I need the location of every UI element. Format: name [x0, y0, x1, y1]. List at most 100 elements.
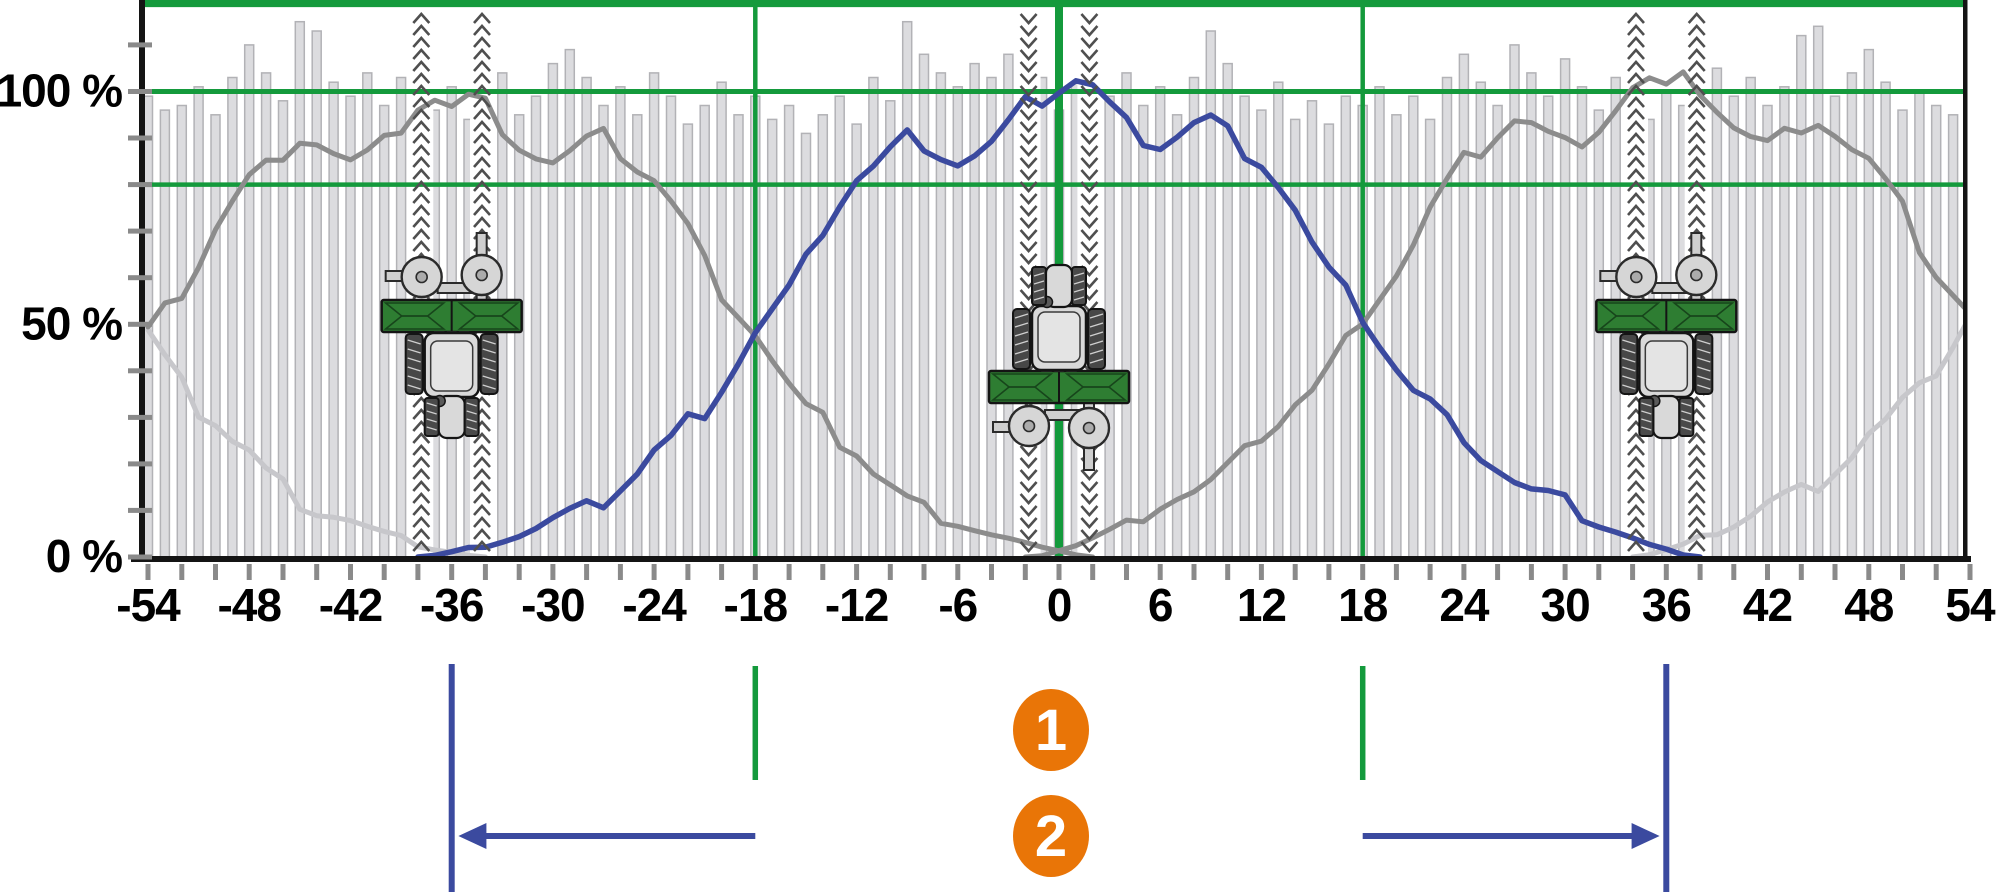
arrow-head-left — [458, 823, 487, 849]
wheel-tread — [407, 339, 421, 345]
x-tick — [1225, 564, 1231, 580]
y-axis-label: 0 % — [46, 530, 122, 582]
total-coverage-bar — [1256, 109, 1267, 557]
wheel-tread — [1014, 331, 1029, 337]
front-wheel — [423, 397, 440, 437]
total-coverage-bar — [345, 95, 356, 557]
wheel-tread — [1622, 375, 1636, 381]
x-tick — [921, 564, 927, 580]
total-coverage-bar — [1593, 109, 1605, 557]
x-tick-label: 6 — [1148, 579, 1173, 631]
wheel-tread — [482, 357, 496, 363]
plot-right-border — [1963, 0, 1968, 558]
wheel-tread — [1681, 418, 1692, 423]
total-coverage-bar — [716, 81, 727, 557]
total-coverage-bar — [1745, 76, 1756, 557]
total-coverage-bar — [294, 20, 306, 557]
x-tick-label: 30 — [1541, 579, 1590, 631]
total-coverage-bar — [1205, 30, 1217, 557]
x-tick — [685, 564, 691, 580]
total-coverage-bar — [952, 86, 964, 557]
wheel-tread — [1014, 340, 1029, 346]
x-tick — [989, 564, 994, 580]
x-tick — [1157, 564, 1163, 580]
badge-label-2: 2 — [1035, 804, 1067, 869]
wheel-tread — [466, 418, 477, 423]
x-tick — [719, 564, 725, 580]
total-coverage-bar — [868, 76, 879, 557]
disc-hub — [1630, 270, 1643, 284]
wheel-tread — [1033, 280, 1045, 285]
total-coverage-bar — [699, 104, 710, 557]
tractor-up — [987, 263, 1131, 471]
wheel-tread — [1697, 357, 1711, 363]
x-tick — [1798, 564, 1804, 580]
total-coverage-bar — [632, 114, 643, 557]
total-coverage-bar — [598, 104, 609, 557]
x-tick-label: -54 — [116, 579, 181, 631]
y-tick — [128, 554, 152, 560]
wheel-tread — [407, 375, 421, 381]
total-coverage-bar — [530, 95, 542, 557]
disc-hub — [1022, 419, 1036, 433]
x-tick — [1022, 564, 1028, 580]
x-tick — [1900, 564, 1905, 580]
wheel-tread — [1033, 288, 1045, 293]
total-coverage-bar — [935, 72, 947, 557]
total-coverage-bar — [1526, 72, 1537, 557]
x-tick — [516, 564, 522, 580]
cab-roof — [429, 340, 474, 392]
wheel-tread — [1697, 339, 1711, 345]
x-tick — [449, 564, 455, 580]
x-tick-label: 48 — [1844, 579, 1894, 631]
x-tick-label: -24 — [622, 579, 687, 631]
x-tick — [584, 564, 590, 580]
hopper-funnel — [1672, 315, 1735, 330]
total-coverage-bar — [1914, 90, 1925, 557]
total-coverage-bar — [1121, 72, 1132, 557]
x-tick — [820, 564, 826, 580]
x-tick — [1562, 564, 1568, 580]
total-coverage-bar — [1576, 86, 1588, 557]
x-tick — [550, 564, 556, 580]
x-tick — [1765, 564, 1770, 580]
total-coverage-bar — [800, 132, 812, 557]
hopper-funnel — [457, 315, 520, 330]
x-tick — [1258, 564, 1264, 580]
x-tick-label: -48 — [217, 579, 281, 631]
x-tick — [1056, 564, 1062, 580]
hopper-funnel — [1598, 315, 1661, 330]
total-coverage-bar — [834, 95, 845, 557]
total-coverage-bar — [227, 76, 238, 557]
total-coverage-bar — [311, 30, 322, 557]
wheel-tread — [426, 410, 437, 415]
y-tick — [128, 42, 152, 48]
total-coverage-bar — [986, 76, 997, 557]
y-axis-label: 50 % — [21, 297, 122, 349]
total-coverage-bar — [1863, 48, 1875, 557]
wheel-tread — [426, 418, 437, 423]
tractor-down — [380, 232, 523, 440]
total-coverage-bar — [1846, 72, 1858, 557]
hopper-funnel — [990, 373, 1054, 388]
wheel-tread — [1089, 349, 1104, 355]
wheel-tread — [1697, 348, 1711, 354]
total-coverage-bar — [1171, 114, 1183, 557]
total-coverage-bar — [1340, 95, 1352, 557]
total-coverage-bar — [1391, 114, 1402, 557]
wheel-tread — [407, 348, 421, 354]
x-tick — [1630, 564, 1636, 580]
wheel-tread — [1622, 348, 1636, 354]
x-tick — [1967, 564, 1973, 580]
x-tick — [651, 564, 657, 580]
wheel-tread — [1697, 375, 1711, 381]
wheel-tread — [466, 410, 477, 415]
total-coverage-bar — [1188, 76, 1200, 557]
x-tick — [1292, 564, 1298, 580]
y-tick — [128, 89, 152, 94]
x-tick-label: 12 — [1237, 579, 1286, 631]
x-tick — [1427, 564, 1433, 580]
y-tick — [128, 414, 152, 420]
total-coverage-bar — [1930, 104, 1942, 557]
